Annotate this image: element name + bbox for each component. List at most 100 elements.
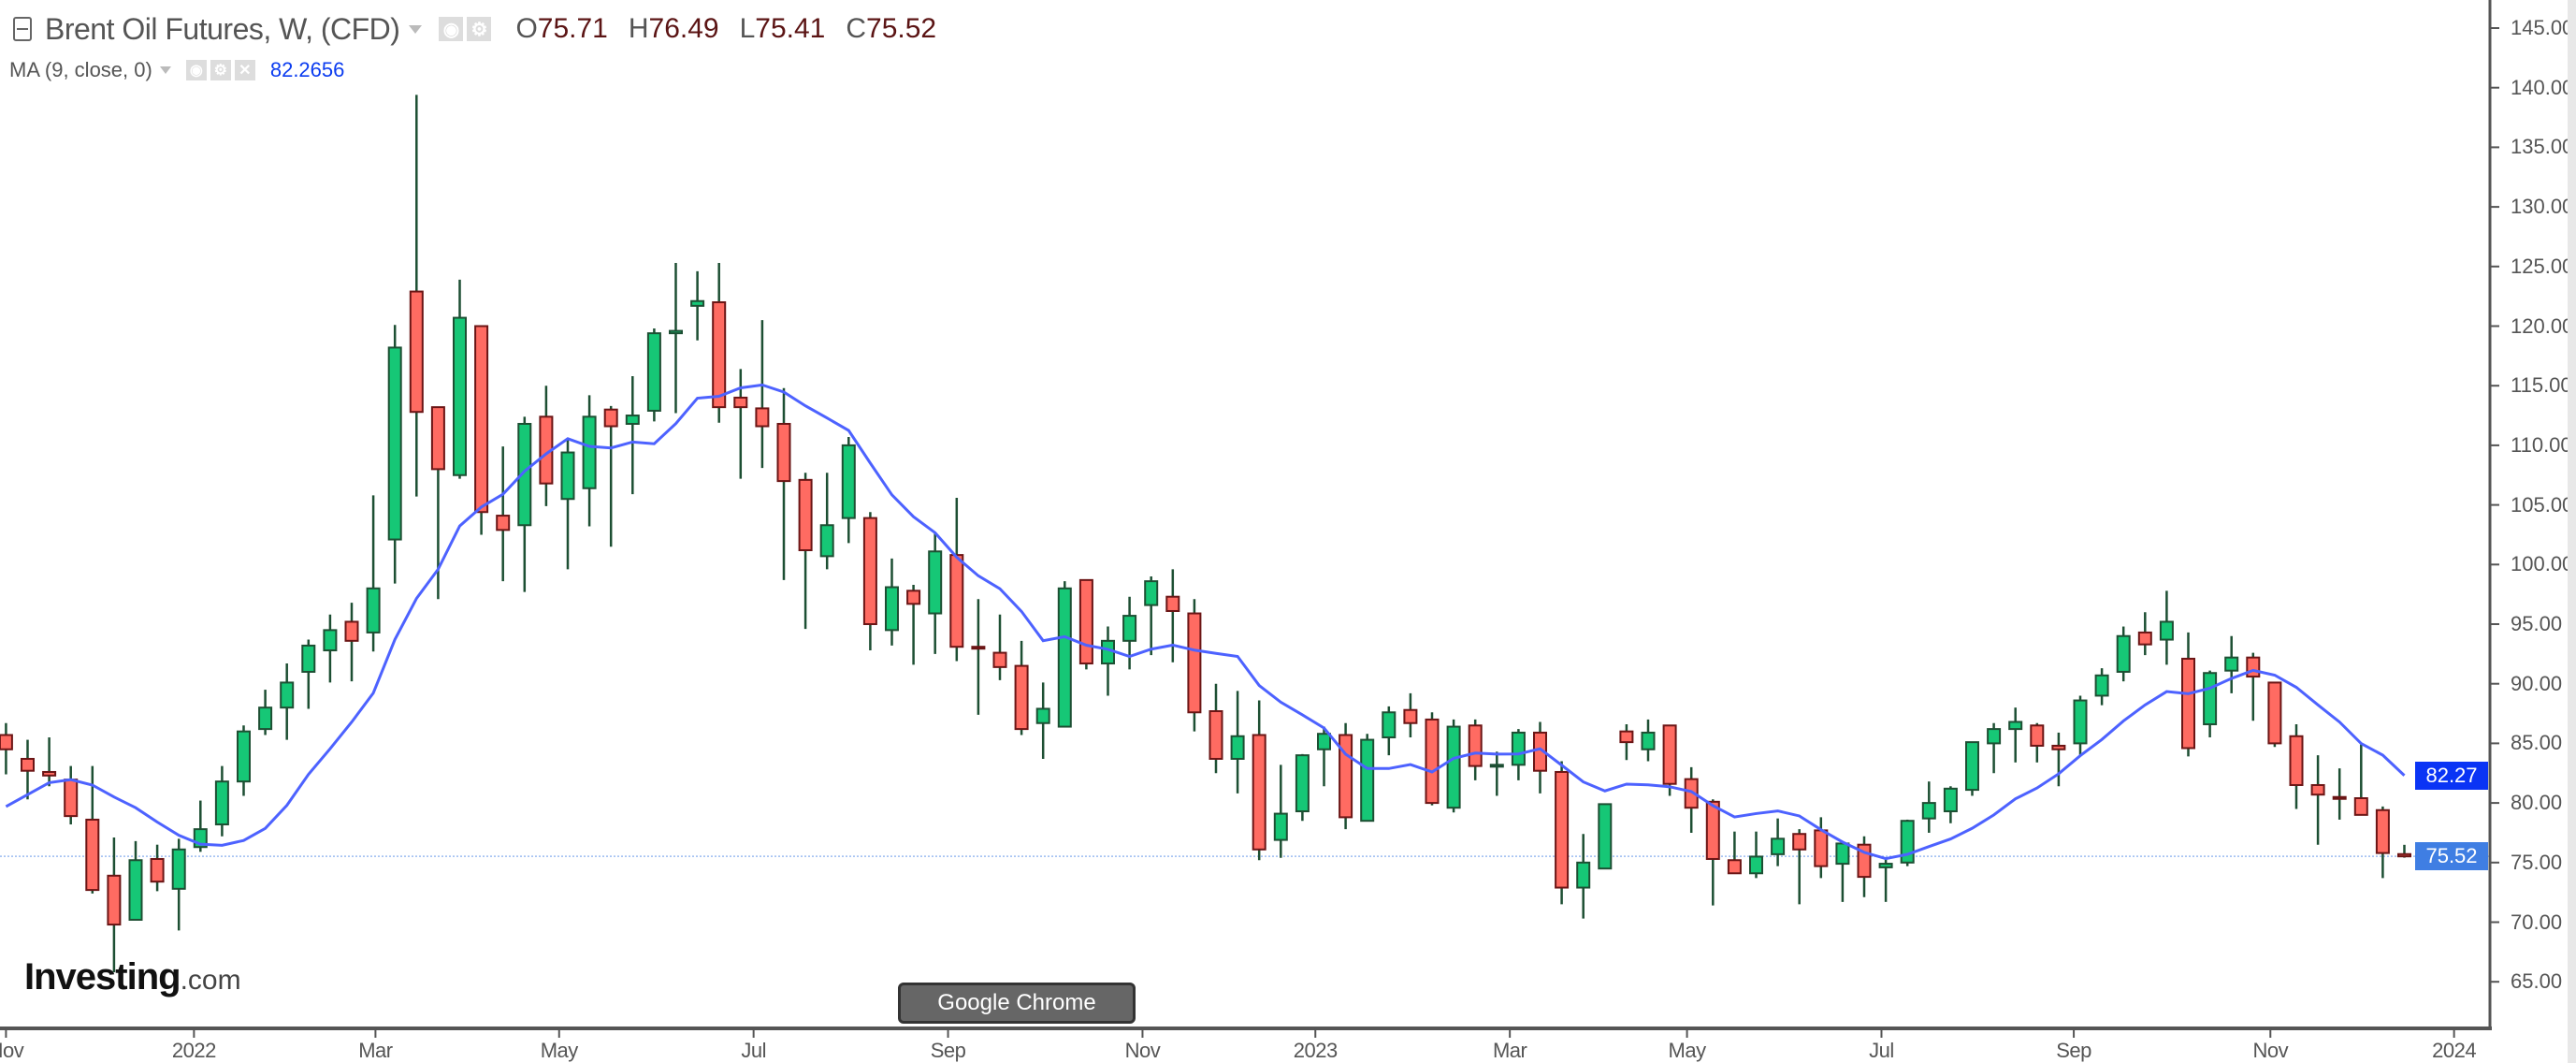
eye-icon[interactable]: ◉ <box>439 17 464 41</box>
candle-body-down <box>2246 656 2261 678</box>
gear-icon[interactable]: ⚙ <box>210 60 231 80</box>
candle <box>280 663 295 740</box>
candle <box>1641 719 1656 762</box>
scrollbar[interactable] <box>2568 0 2576 1063</box>
candle-body-down <box>1705 800 1720 860</box>
time-tick-label: 2022 <box>171 1039 216 1062</box>
candle <box>1014 640 1029 735</box>
candle-body-down <box>1165 595 1180 612</box>
candle <box>776 387 791 580</box>
time-tick-label: Mar <box>358 1039 393 1062</box>
time-axis[interactable] <box>5 1028 2455 1038</box>
candle-body-up <box>517 422 532 527</box>
high-key: H <box>628 13 649 44</box>
candle <box>258 690 273 735</box>
candle-body-down <box>85 818 100 892</box>
candle-body-up <box>387 346 402 541</box>
candle-body-down <box>755 407 770 428</box>
candle <box>2137 612 2152 656</box>
time-tick-label: Jul <box>741 1039 766 1062</box>
candle-body-down <box>2181 657 2195 750</box>
last-price-badge: 75.52 <box>2415 842 2488 871</box>
instrument-title[interactable]: Brent Oil Futures, W, (CFD) <box>45 11 400 46</box>
price-axis[interactable] <box>2490 27 2499 983</box>
candle-body-down <box>1425 718 1440 805</box>
candle-body-up <box>366 587 381 633</box>
candle-body-down <box>2397 852 2411 858</box>
candle-body-up <box>453 316 467 476</box>
candle <box>2332 768 2347 820</box>
ma-line <box>5 383 2406 861</box>
candle <box>1339 722 1353 830</box>
candle <box>841 436 856 544</box>
candle <box>171 838 186 931</box>
candle-body-up <box>885 586 899 632</box>
candle-body-up <box>1835 842 1850 866</box>
eye-icon[interactable]: ◉ <box>185 60 207 80</box>
candle <box>1208 683 1223 774</box>
candle <box>214 765 229 837</box>
caret-down-icon[interactable] <box>159 66 171 74</box>
candle <box>2051 732 2066 787</box>
investing-logo[interactable]: Investing.com <box>24 956 241 998</box>
candle <box>409 95 424 497</box>
candle-body-down <box>906 590 921 605</box>
candle <box>862 512 877 651</box>
price-tick-label: 130.00 <box>2511 195 2574 219</box>
candle-body-up <box>1878 863 1893 868</box>
gear-icon[interactable]: ⚙ <box>467 17 492 41</box>
candle-body-up <box>1273 812 1288 841</box>
ohlc-open: O75.71 <box>515 13 607 45</box>
candle <box>1857 836 1872 897</box>
ma-indicator-label[interactable]: MA (9, close, 0) <box>9 58 152 81</box>
time-tick-label: Sep <box>930 1039 966 1062</box>
candle <box>1705 799 1720 906</box>
candle-body-down <box>1468 724 1483 767</box>
candle <box>1792 829 1807 905</box>
candle-body-up <box>841 444 856 519</box>
candle <box>1771 818 1786 866</box>
candle <box>1468 719 1483 780</box>
candle-body-down <box>1814 829 1829 867</box>
candle <box>1252 700 1266 861</box>
candle-body-down <box>21 757 35 772</box>
candle <box>2289 724 2304 809</box>
candle-body-up <box>301 644 316 673</box>
price-tick-label: 145.00 <box>2511 16 2574 39</box>
candle <box>1035 682 1050 759</box>
candle <box>603 405 618 547</box>
candle <box>755 320 770 469</box>
candle <box>85 765 100 894</box>
caret-down-icon[interactable] <box>409 24 423 34</box>
candle-body-down <box>603 408 618 428</box>
price-tick-label: 110.00 <box>2511 432 2572 457</box>
candle-body-down <box>150 857 165 883</box>
candle-body-down <box>2137 631 2152 646</box>
candle <box>2397 844 2411 858</box>
candle <box>669 262 683 414</box>
close-icon[interactable]: ✕ <box>234 60 255 80</box>
time-tick-label: Sep <box>2056 1039 2091 1062</box>
time-tick-label: 2023 <box>1293 1039 1338 1062</box>
ohlc-high: H76.49 <box>629 13 719 45</box>
candle-body-up <box>2008 721 2023 731</box>
candle <box>906 584 921 665</box>
candle-body-up <box>1122 615 1137 642</box>
candle <box>344 603 359 682</box>
candle <box>2030 722 2045 763</box>
candle-body-down <box>2375 808 2390 854</box>
ohlc-low: L75.41 <box>740 13 826 45</box>
candle <box>1057 581 1072 728</box>
candle-body-down <box>430 406 445 471</box>
plot-area <box>0 95 2489 973</box>
candle-body-down <box>1619 730 1634 744</box>
candle-body-up <box>1057 587 1072 728</box>
time-tick-label: Nov <box>0 1039 24 1062</box>
candle-body-up <box>258 706 273 731</box>
candle <box>539 386 554 506</box>
high-value: 76.49 <box>648 13 719 44</box>
collapse-icon[interactable] <box>13 17 32 41</box>
price-tick-label: 70.00 <box>2511 910 2563 934</box>
candle <box>582 395 597 527</box>
